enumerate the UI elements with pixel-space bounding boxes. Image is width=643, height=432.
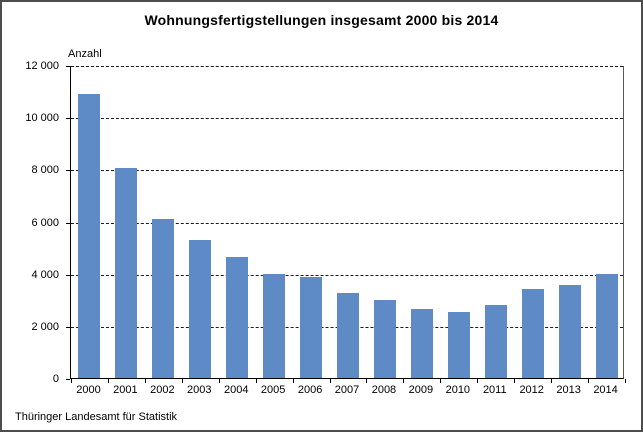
x-axis-tick-mark (514, 379, 516, 383)
y-axis-tick-label: 6 000 (31, 216, 59, 229)
plot-area (66, 66, 626, 383)
gridline (71, 66, 623, 67)
x-axis-tick-label: 2014 (593, 384, 618, 396)
bar-2006 (300, 277, 323, 378)
bar-2011 (484, 305, 507, 378)
y-axis-tick-label: 4 000 (31, 268, 59, 281)
x-axis-tick-label: 2007 (334, 384, 360, 396)
x-axis-tick-mark (181, 379, 183, 383)
x-axis-tick-mark (588, 379, 590, 383)
source-attribution: Thüringer Landesamt für Statistik (15, 411, 178, 423)
bar-2002 (152, 218, 175, 378)
y-axis-tick-mark (66, 379, 70, 380)
y-axis-tick-mark (66, 326, 70, 328)
x-axis-tick-label: 2010 (445, 384, 471, 396)
gridline (71, 170, 623, 172)
x-axis-tick-mark (71, 379, 72, 383)
bar-2009 (410, 308, 433, 378)
x-axis-tick-label: 2008 (371, 384, 397, 396)
bar-2014 (595, 273, 618, 378)
x-axis-tick-mark (403, 379, 405, 383)
x-axis-tick-label: 2002 (150, 384, 175, 396)
y-axis-tick-label: 0 (52, 373, 59, 385)
y-axis-title: Anzahl (68, 48, 102, 60)
y-axis-tick-mark (66, 66, 70, 67)
bar-2010 (447, 311, 470, 378)
y-axis-tick-label: 12 000 (25, 60, 59, 72)
x-axis-tick-label: 2009 (408, 384, 434, 396)
bar-2005 (263, 274, 286, 378)
bar-2008 (373, 300, 396, 378)
x-axis-tick-mark (218, 379, 220, 383)
bar-2012 (521, 289, 544, 378)
x-axis-tick-mark (440, 379, 442, 383)
x-axis-tick-mark (107, 379, 109, 383)
chart-title: Wohnungsfertigstellungen insgesamt 2000 … (144, 12, 499, 28)
y-axis-tick-mark (66, 118, 70, 120)
x-axis-tick-label: 2013 (556, 384, 581, 396)
gridline (71, 222, 623, 224)
x-axis-tick-label: 2000 (76, 384, 101, 396)
y-axis-tick-mark (66, 222, 70, 224)
x-axis-tick-mark (255, 379, 257, 383)
x-axis-tick-label: 2005 (260, 384, 286, 396)
x-axis-tick-mark (625, 379, 626, 383)
gridline (71, 118, 623, 120)
bar-2013 (558, 285, 581, 378)
x-axis-tick-mark (551, 379, 553, 383)
bar-2003 (189, 239, 212, 378)
x-axis-tick-label: 2006 (297, 384, 323, 396)
x-axis-tick-mark (292, 379, 294, 383)
x-axis-tick-label: 2012 (519, 384, 544, 396)
bar-2000 (78, 93, 101, 378)
bar-2007 (337, 293, 359, 378)
gridline (71, 274, 623, 276)
bar-2001 (115, 168, 138, 378)
x-axis-tick-mark (477, 379, 479, 383)
y-axis-tick-label: 2 000 (31, 320, 59, 333)
y-axis-tick-mark (66, 170, 70, 172)
x-axis-tick-label: 2001 (113, 384, 138, 396)
x-axis-tick-mark (366, 379, 368, 383)
x-axis-tick-label: 2003 (187, 384, 212, 396)
bar-2004 (226, 256, 249, 378)
y-axis-tick-label: 8 000 (31, 164, 59, 177)
y-axis-tick-mark (66, 274, 70, 276)
x-axis-tick-mark (144, 379, 146, 383)
y-axis-tick-label: 10 000 (25, 112, 59, 125)
x-axis-tick-label: 2004 (223, 384, 249, 396)
x-axis-tick-mark (329, 379, 331, 383)
x-axis-tick-label: 2011 (482, 384, 507, 396)
